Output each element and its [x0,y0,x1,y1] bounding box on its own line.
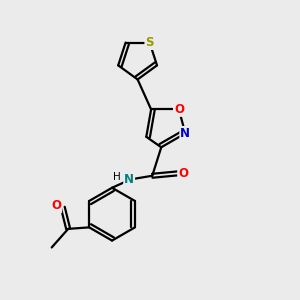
Text: O: O [178,167,188,180]
Text: O: O [174,103,184,116]
Text: H: H [113,172,121,182]
Text: N: N [180,127,190,140]
Text: S: S [146,36,154,49]
Text: N: N [124,173,134,186]
Text: O: O [51,199,61,212]
